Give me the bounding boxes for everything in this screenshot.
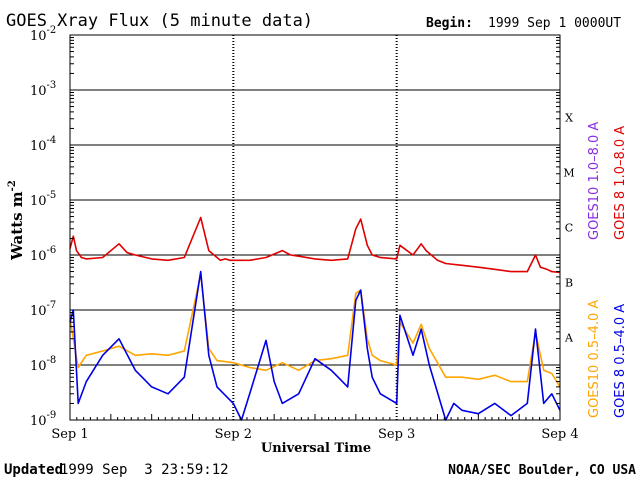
flare-class-labels: A B C M X <box>563 112 574 345</box>
data-series <box>69 216 561 421</box>
legend-item: GOES10 1.0–8.0 A <box>587 122 602 240</box>
chart-title: GOES Xray Flux (5 minute data) <box>6 11 313 31</box>
plot-frame <box>69 34 561 421</box>
y-tick-label: 10-8 <box>30 355 56 374</box>
y-tick-label: 10-4 <box>30 135 56 154</box>
legend-item: GOES 8 1.0–8.0 A <box>613 126 628 240</box>
y-tick-label: 10-7 <box>30 300 56 319</box>
flare-class-x: X <box>565 112 573 125</box>
x-tick-label: Sep 2 <box>215 427 252 442</box>
series-line-goes-8-0-5-4-0-a <box>69 270 561 421</box>
legend-item: GOES 8 0.5–4.0 A <box>613 304 628 418</box>
y-axis-label-exponent: -2 <box>7 180 18 191</box>
credit: NOAA/SEC Boulder, CO USA <box>448 463 636 478</box>
grid-lines <box>70 34 560 421</box>
flare-class-a: A <box>564 332 574 345</box>
updated-label: Updated <box>4 462 63 478</box>
begin-label: Begin: <box>426 16 473 31</box>
x-axis-label: Universal Time <box>261 441 371 456</box>
y-tick-label: 10-5 <box>30 190 56 209</box>
y-tick-label: 10-9 <box>30 410 56 429</box>
series-line-goes10-0-5-4-0-a <box>69 273 561 388</box>
y-tick-label: 10-2 <box>30 25 56 44</box>
x-tick-label: Sep 3 <box>378 427 415 442</box>
y-tick-label: 10-3 <box>30 80 56 99</box>
legend: GOES10 1.0–8.0 A GOES 8 1.0–8.0 A GOES10 0… <box>587 122 628 418</box>
y-axis-label: Watts m-2 <box>7 180 26 261</box>
updated-value: 1999 Sep 3 23:59:12 <box>60 462 229 478</box>
y-tick-label: 10-6 <box>30 245 56 264</box>
flare-class-m: M <box>563 167 574 180</box>
flare-class-b: B <box>565 277 573 290</box>
x-tick-label: Sep 1 <box>51 427 88 442</box>
x-axis-ticks: Sep 1 Sep 2 Sep 3 Sep 4 <box>51 414 579 442</box>
legend-item: GOES10 0.5–4.0 A <box>587 300 602 418</box>
series-line-goes-8-1-0-8-0-a <box>69 216 561 274</box>
flare-class-c: C <box>565 222 573 235</box>
begin-value: 1999 Sep 1 0000UT <box>488 16 621 31</box>
y-axis-ticks: 10-9 10-8 10-7 10-6 10-5 10-4 10-3 10-2 <box>30 25 560 429</box>
x-tick-label: Sep 4 <box>541 427 578 442</box>
